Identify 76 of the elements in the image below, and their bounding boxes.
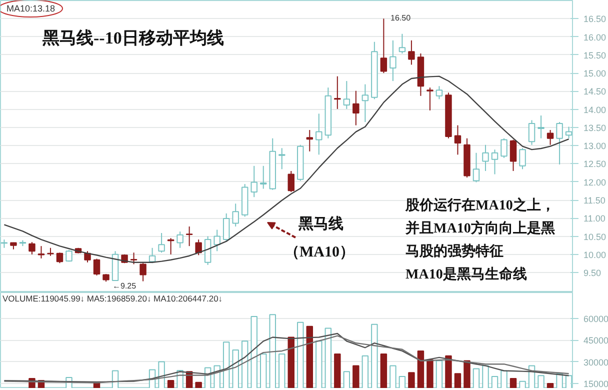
candlestick: [140, 262, 146, 282]
candlestick: [380, 18, 388, 74]
candlestick: [176, 231, 184, 248]
candlestick: [556, 122, 563, 165]
candlestick: [186, 226, 193, 247]
candlestick: [167, 238, 174, 255]
candlestick: [510, 139, 517, 172]
y-tick-label: 45000: [584, 336, 608, 346]
candlestick: [454, 124, 462, 156]
annotation: 股价运行在MA10之上，: [404, 196, 555, 214]
candlestick: [232, 203, 239, 227]
candlestick: [278, 148, 286, 170]
line-series: [4, 76, 570, 263]
candlestick: [195, 239, 202, 256]
candlestick: [565, 126, 572, 139]
candlestick: [148, 247, 156, 264]
candlestick: [306, 129, 314, 152]
candlestick: [519, 148, 526, 170]
y-tick-label: 15.00: [584, 68, 606, 79]
y-tick-label: 15000: [584, 378, 608, 389]
y-tick-label: 11.00: [584, 214, 606, 224]
candlestick: [538, 114, 544, 139]
candlestick: [214, 229, 220, 252]
candlestick: [491, 149, 498, 175]
candlestick: [93, 258, 100, 276]
y-tick-label: 10.00: [584, 250, 606, 260]
y-tick-label: 10.50: [584, 232, 606, 242]
candlestick: [204, 236, 212, 266]
candlestick: [222, 212, 230, 242]
annotation: VOLUME:119045.99↓ MA5:196859.20↓ MA10:206447.20↓: [2, 294, 223, 304]
candlestick: [56, 252, 64, 264]
y-tick-label: 13.50: [584, 122, 606, 133]
annotation: 16.50: [390, 14, 412, 22]
candlestick: [426, 87, 434, 111]
annotation: ←9.25: [112, 282, 137, 290]
annotation: MA10:13.18: [6, 4, 56, 14]
candlestick: [334, 76, 341, 110]
candlestick: [436, 86, 443, 100]
y-tick-label: 16.50: [584, 14, 606, 24]
annotation: 并且MA10方向向上是黑: [404, 220, 555, 236]
y-tick-label: 13.00: [584, 141, 606, 152]
candlestick: [482, 144, 489, 172]
candlestick: [260, 165, 267, 190]
annotation: 黑马线: [298, 216, 344, 232]
candlestick: [352, 90, 360, 126]
text: 黑马线--10日移动平均线: [42, 28, 224, 48]
candlestick: [28, 242, 36, 255]
y-tick-label: 11.50: [584, 196, 606, 206]
candlestick: [38, 246, 45, 259]
y-tick-label: 9.50: [584, 268, 602, 278]
y-tick-label: 30000: [584, 357, 608, 368]
y-tick-label: 16.00: [584, 32, 606, 42]
candlestick: [158, 232, 165, 254]
candlestick: [316, 113, 322, 156]
y-tick-label: 12.50: [584, 159, 606, 170]
candlestick: [390, 40, 396, 82]
candlestick: [288, 170, 294, 193]
candlestick: [408, 40, 415, 66]
y-tick-label: 14.00: [584, 104, 606, 115]
candlestick: [84, 250, 91, 263]
y-tick-label: 12.00: [584, 177, 606, 188]
candlestick: [362, 84, 369, 123]
candlestick: [343, 80, 350, 110]
y-tick-label: 14.50: [584, 86, 606, 97]
candlestick: [250, 165, 258, 198]
candlestick: [546, 129, 554, 146]
annotation: （MA10）: [284, 244, 354, 260]
candlestick: [528, 120, 536, 146]
candlestick: [500, 138, 508, 158]
y-tick-label: 15.50: [584, 50, 606, 60]
annotation: MA10是黑马生命线: [406, 266, 527, 282]
annotation: 马股的强势特征: [406, 244, 504, 260]
candlestick: [130, 252, 138, 265]
y-tick-label: 60000: [584, 314, 608, 324]
candlestick: [398, 33, 406, 54]
candlestick: [472, 152, 480, 183]
